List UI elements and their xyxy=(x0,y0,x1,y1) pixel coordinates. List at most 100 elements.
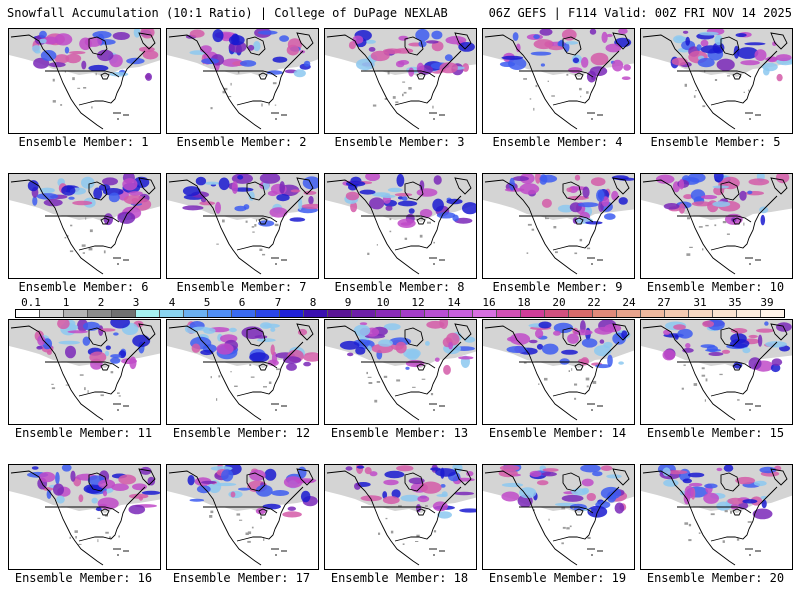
colorbar-swatch xyxy=(664,310,689,317)
snowfall-blob xyxy=(759,466,777,474)
snowfall-blob xyxy=(282,511,302,518)
coastline xyxy=(10,179,104,275)
snowfall-blob xyxy=(287,506,296,511)
snowfall-blob xyxy=(572,57,580,64)
coastline xyxy=(404,472,424,492)
snowfall-blob xyxy=(708,352,724,356)
snowfall-blob xyxy=(586,493,596,501)
snowfall-speck xyxy=(433,530,437,533)
snowfall-blob xyxy=(55,471,60,485)
snowfall-blob xyxy=(663,203,680,210)
ensemble-map-panel xyxy=(324,173,477,279)
coastline xyxy=(732,363,742,371)
snowfall-blob xyxy=(419,208,433,218)
snowfall-blob xyxy=(255,507,266,515)
snowfall-speck xyxy=(736,538,740,541)
snowfall-speck xyxy=(367,376,372,378)
snowfall-speck xyxy=(239,519,243,521)
snowfall-speck xyxy=(64,237,67,239)
snowfall-speck xyxy=(117,392,120,394)
snowfall-blob xyxy=(775,54,792,62)
coastline xyxy=(416,508,426,516)
snowfall-blob xyxy=(231,33,240,46)
snowfall-speck xyxy=(533,107,535,111)
snowfall-blob xyxy=(735,33,747,38)
snowfall-speck xyxy=(88,247,93,251)
snowfall-speck xyxy=(726,233,730,235)
snowfall-speck xyxy=(276,368,280,371)
snowfall-blob xyxy=(102,177,118,186)
snowfall-blob xyxy=(264,468,277,481)
snowfall-blob xyxy=(405,359,425,368)
snowfall-blob xyxy=(406,349,420,360)
coastline xyxy=(274,195,304,239)
snowfall-speck xyxy=(250,376,255,378)
snowfall-speck xyxy=(722,540,725,543)
snowfall-blob xyxy=(594,345,612,357)
coastline xyxy=(642,34,736,130)
ensemble-map-panel xyxy=(482,464,635,570)
snowfall-blob xyxy=(367,345,372,352)
snowfall-blob xyxy=(369,197,385,210)
snowfall-blob xyxy=(590,52,609,66)
ensemble-member-label: Ensemble Member: 5 xyxy=(650,135,781,149)
snowfall-speck xyxy=(415,541,419,542)
snowfall-speck xyxy=(109,536,112,539)
coastline xyxy=(574,508,584,516)
snowfall-blob xyxy=(452,214,459,222)
snowfall-speck xyxy=(218,375,221,378)
colorbar-swatch xyxy=(112,310,137,317)
snowfall-speck xyxy=(252,231,255,233)
snowfall-speck xyxy=(562,526,566,529)
coastline xyxy=(394,383,434,397)
snowfall-blob xyxy=(772,41,777,46)
snowfall-blob xyxy=(228,490,243,499)
colorbar-tick-label: 1 xyxy=(62,296,70,309)
snowfall-blob xyxy=(582,186,590,198)
snowfall-speck xyxy=(412,386,416,388)
snowfall-blob xyxy=(385,205,393,211)
snowfall-blob xyxy=(98,184,111,191)
colorbar-tick-label: 18 xyxy=(517,296,531,309)
snowfall-speck xyxy=(531,228,535,231)
snowfall-speck xyxy=(430,393,434,396)
colorbar-tick-label: 3 xyxy=(132,296,140,309)
coastline xyxy=(100,217,110,225)
snowfall-blob xyxy=(752,508,773,520)
ensemble-map-panel xyxy=(324,319,477,425)
colorbar-swatch xyxy=(472,310,497,317)
coastline xyxy=(394,92,434,106)
snowfall-blob xyxy=(40,50,57,61)
snowfall-blob xyxy=(688,174,706,183)
snowfall-blob xyxy=(748,334,758,339)
snowfall-speck xyxy=(85,217,87,220)
coastline xyxy=(116,50,146,94)
snowfall-blob xyxy=(536,480,549,486)
colorbar-swatch xyxy=(184,310,209,317)
light-snow-area xyxy=(9,174,160,222)
coastline xyxy=(361,361,436,369)
snowfall-blob xyxy=(771,358,783,366)
snowfall-blob xyxy=(512,32,519,41)
snowfall-blob xyxy=(297,328,308,336)
snowfall-blob xyxy=(258,220,275,227)
snowfall-speck xyxy=(526,252,529,254)
ensemble-member-label: Ensemble Member: 14 xyxy=(488,426,627,440)
snowfall-blob xyxy=(763,67,770,76)
snowfall-blob xyxy=(747,190,753,195)
snowfall-blob xyxy=(605,43,622,53)
snowfall-map xyxy=(483,320,634,421)
snowfall-blob xyxy=(54,33,73,46)
snowfall-blob xyxy=(760,214,766,226)
snowfall-blob xyxy=(683,194,693,200)
snowfall-blob xyxy=(573,329,593,336)
snowfall-blob xyxy=(519,487,537,499)
snowfall-blob xyxy=(408,208,415,214)
snowfall-blob xyxy=(566,187,572,193)
snowfall-blob xyxy=(716,467,723,472)
snowfall-speck xyxy=(402,93,404,97)
colorbar-swatch xyxy=(160,310,185,317)
snowfall-blob xyxy=(599,339,605,344)
snowfall-blob xyxy=(396,465,414,472)
snowfall-speck xyxy=(87,390,89,393)
